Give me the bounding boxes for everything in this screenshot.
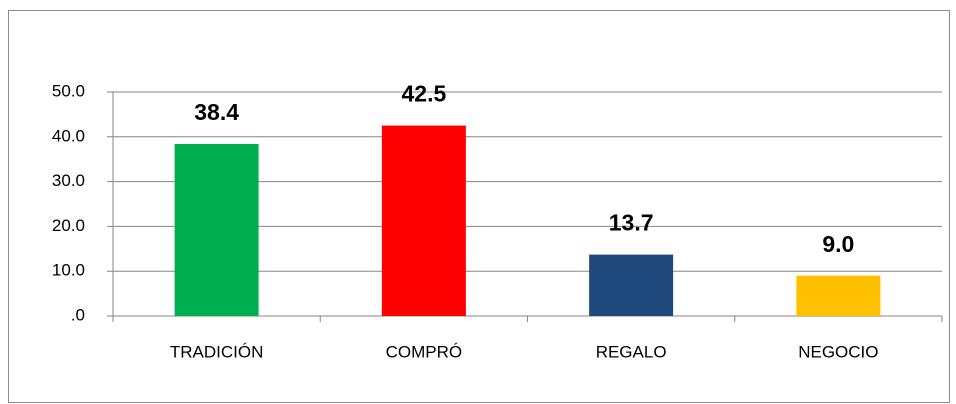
x-tick-label: REGALO bbox=[596, 342, 667, 361]
chart-frame bbox=[8, 10, 950, 403]
y-tick-label: 50.0 bbox=[52, 81, 85, 100]
x-tick-label: COMPRÓ bbox=[386, 342, 463, 361]
x-tick-label: TRADICIÓN bbox=[170, 342, 264, 361]
y-tick-label: .0 bbox=[71, 305, 85, 324]
data-label: 13.7 bbox=[609, 210, 654, 236]
data-label: 42.5 bbox=[401, 81, 446, 107]
y-tick-label: 10.0 bbox=[52, 261, 85, 280]
bar bbox=[796, 275, 881, 316]
x-tick-label: NEGOCIO bbox=[798, 342, 878, 361]
data-label: 9.0 bbox=[822, 231, 854, 257]
data-label: 38.4 bbox=[194, 99, 239, 125]
bar bbox=[381, 125, 466, 316]
y-tick-label: 20.0 bbox=[52, 216, 85, 235]
y-tick-label: 30.0 bbox=[52, 171, 85, 190]
y-tick-label: 40.0 bbox=[52, 126, 85, 145]
bar bbox=[589, 254, 674, 316]
bar bbox=[174, 143, 259, 316]
